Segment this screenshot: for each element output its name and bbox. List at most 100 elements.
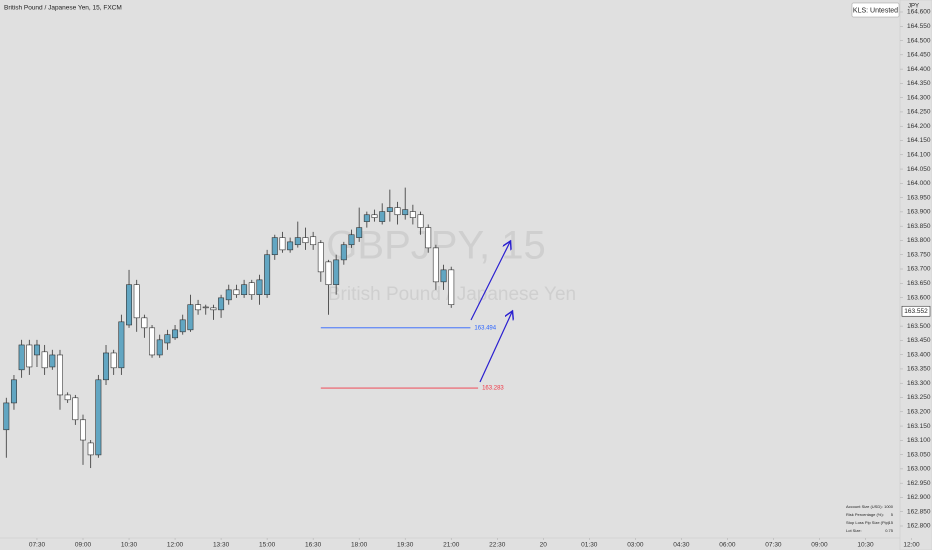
candle-body-up [156,339,163,356]
candle-body-down [87,442,94,456]
x-tick-label: 10:30 [121,542,138,549]
x-tick-label: 06:00 [719,542,736,549]
candle-body-up [10,379,17,404]
info-value: 15 [889,520,894,525]
candle-body-down [394,207,401,216]
y-tick-label: 164.250 [907,109,931,116]
y-tick-label: 163.400 [907,351,931,358]
y-tick-label: 164.400 [907,66,931,73]
plot-area: 163.494 163.283 [3,187,504,469]
candle-body-up [271,237,278,256]
y-tick-label: 164.050 [907,166,931,173]
candle-body-up [440,269,447,283]
candle-body-down [325,261,332,286]
y-tick-label: 163.250 [907,394,931,401]
candle-body-up [287,241,294,251]
candle-body-up [294,237,301,246]
y-tick-label: 163.750 [907,251,931,258]
candle-body-down [195,304,202,311]
x-tick-label: 18:00 [351,542,368,549]
y-tick-label: 164.600 [907,9,931,16]
candle-body-up [18,344,25,371]
candle-body-down [233,289,240,296]
info-value: 5 [891,512,894,517]
x-tick-label: 10:30 [857,542,874,549]
price-axis [899,0,932,550]
y-tick-label: 163.150 [907,423,931,430]
y-tick-label: 163.700 [907,266,931,273]
candle-body-down [302,237,309,244]
x-tick-label: 07:30 [29,542,46,549]
y-tick-label: 163.600 [907,294,931,301]
y-tick-label: 163.300 [907,380,931,387]
info-value: 1000 [884,504,894,509]
chart-title: British Pound / Japanese Yen, 15, FXCM [4,5,122,12]
candle-body-down [417,214,424,228]
y-tick-label: 164.300 [907,94,931,101]
y-tick-label: 163.850 [907,223,931,230]
candle-body-up [33,344,40,356]
candle-body-down [432,247,439,283]
x-tick-label: 20 [540,542,548,549]
candle-body-up [340,244,347,261]
x-tick-label: 13:30 [213,542,230,549]
candle-body-down [149,327,156,356]
candle-body-down [279,237,286,251]
badge-box [851,2,900,18]
last-price-label: 163.552 [904,308,928,315]
last-price-box [901,305,931,317]
candle-body-up [126,284,133,326]
info-value: 0.75 [885,528,894,533]
info-label: Lot Size: [846,528,862,533]
y-tick-label: 163.100 [907,437,931,444]
candle-body-up [118,321,125,369]
info-label: Risk Percentage (%): [846,512,884,517]
candle-body-down [409,211,416,218]
candle-body-up [402,209,409,216]
candle-body-down [80,419,86,441]
candle-body-down [317,242,324,273]
arrow-drawing [470,242,510,321]
y-tick-label: 163.350 [907,366,931,373]
x-tick-label: 03:00 [627,542,644,549]
candle-body-up [95,379,102,456]
axes: 162.800 162.850 162.900 162.950 163.000 163.0… [29,9,931,549]
candle-body-down [26,344,33,368]
y-tick-label: 164.200 [907,123,931,130]
x-tick-label: 09:00 [811,542,828,549]
candle-body-up [363,214,370,222]
y-tick-label: 162.950 [907,480,931,487]
price-line-label: 163.494 [474,325,496,331]
badge: KLS: Untested [853,7,898,14]
x-tick-label: 12:00 [167,542,184,549]
x-tick-label: 09:00 [75,542,92,549]
candle-body-up [356,227,363,238]
y-tick-label: 164.350 [907,80,931,87]
arrow-drawing [479,312,512,383]
x-tick-label: 01:30 [581,542,598,549]
candle-body-up [333,259,340,286]
y-tick-label: 163.650 [907,280,931,287]
candle-body-down [310,236,317,246]
y-tick-label: 164.550 [907,23,931,30]
y-tick-label: 164.100 [907,151,931,158]
candle-body-down [133,284,140,319]
info-label: Account Size (USD): [846,504,883,509]
candle-body-up [386,207,393,212]
candle-body-down [41,351,48,369]
candle-body-up [256,279,263,296]
candle-body-up [103,352,110,381]
x-tick-label: 19:30 [397,542,414,549]
y-tick-label: 162.850 [907,508,931,515]
candle-body-down [210,307,217,311]
y-tick-label: 163.500 [907,323,931,330]
candle-body-up [379,211,386,222]
y-tick-label: 164.000 [907,180,931,187]
candle-body-down [72,397,79,421]
candle-body-up [3,402,10,431]
candle-body-up [225,289,232,301]
candle-body-down [371,214,378,218]
